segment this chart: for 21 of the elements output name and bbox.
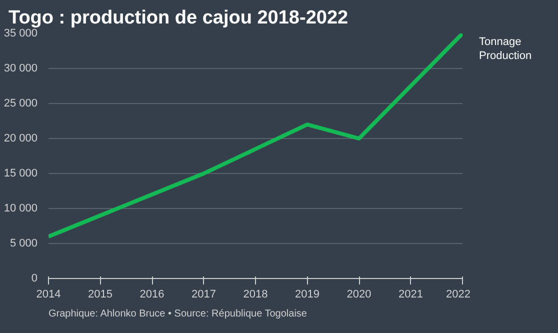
x-tick-label: 2021 xyxy=(398,288,423,300)
y-tick-label: 35 000 xyxy=(4,28,38,40)
y-tick-label: 20 000 xyxy=(4,132,38,144)
x-tick-label: 2017 xyxy=(192,288,216,300)
x-tick-label: 2018 xyxy=(243,288,268,300)
x-tick-label: 2016 xyxy=(140,288,164,300)
y-tick-label: 0 xyxy=(31,272,38,284)
x-tick-label: 2019 xyxy=(295,288,320,300)
series-label: Tonnage Production xyxy=(479,35,532,64)
line-series xyxy=(48,34,462,238)
x-tick-label: 2020 xyxy=(346,288,372,300)
text: Graphique: Ahlonko Bruce • Source: République Togolaise xyxy=(48,308,308,320)
x-tick-label: 2022 xyxy=(446,288,471,300)
x-tick-label: 2014 xyxy=(36,288,61,300)
y-tick-label: 10 000 xyxy=(4,202,38,214)
chart-title: Togo : production de cajou 2018-2022 xyxy=(8,8,348,28)
y-tick-label: 5 000 xyxy=(10,238,38,250)
x-tick-label: 2015 xyxy=(88,288,112,300)
y-tick-label: 30 000 xyxy=(4,62,38,74)
y-tick-label: 15 000 xyxy=(4,168,38,180)
y-tick-label: 25 000 xyxy=(4,98,38,110)
